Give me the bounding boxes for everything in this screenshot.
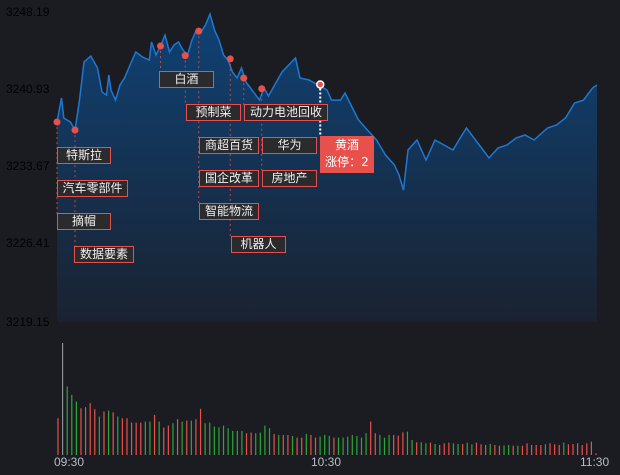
event-tag[interactable]: 华为 — [262, 137, 317, 154]
event-marker — [226, 55, 234, 63]
event-tag[interactable]: 数据要素 — [74, 246, 134, 263]
event-tag[interactable]: 机器人 — [231, 236, 286, 253]
event-marker — [195, 27, 203, 35]
event-tag[interactable]: 智能物流 — [199, 203, 259, 220]
event-marker — [53, 118, 61, 126]
y-tick-label: 3240.93 — [6, 82, 50, 96]
event-tag[interactable]: 预制菜 — [186, 104, 241, 121]
highlight-tag[interactable]: 黄酒 涨停：2 — [320, 136, 374, 173]
event-tag[interactable]: 国企改革 — [199, 170, 259, 187]
x-tick-label: 11:30 — [580, 455, 610, 469]
y-tick-label: 3233.67 — [6, 159, 50, 173]
event-tag[interactable]: 动力电池回收 — [244, 104, 328, 121]
x-tick-label: 10:30 — [311, 455, 342, 469]
highlight-marker — [316, 80, 325, 89]
price-line — [56, 11, 598, 191]
event-marker — [157, 42, 164, 50]
event-marker — [71, 126, 79, 134]
event-tag[interactable]: 摘帽 — [57, 213, 111, 230]
event-marker — [240, 74, 248, 82]
y-tick-label: 3226.41 — [6, 236, 50, 250]
event-tag[interactable]: 房地产 — [262, 170, 317, 187]
highlight-text: 涨停：2 — [325, 155, 369, 169]
event-tag[interactable]: 商超百货 — [199, 137, 259, 154]
event-tag[interactable]: 特斯拉 — [57, 147, 111, 164]
y-tick-label: 3219.15 — [6, 315, 50, 329]
y-tick-label: 3248.19 — [6, 5, 50, 19]
highlight-name: 黄酒 — [334, 138, 359, 152]
event-marker — [258, 85, 266, 93]
event-tag[interactable]: 白酒 — [159, 71, 214, 88]
x-tick-label: 09:30 — [54, 455, 85, 469]
event-tag[interactable]: 汽车零部件 — [57, 180, 128, 197]
event-marker — [181, 52, 189, 60]
